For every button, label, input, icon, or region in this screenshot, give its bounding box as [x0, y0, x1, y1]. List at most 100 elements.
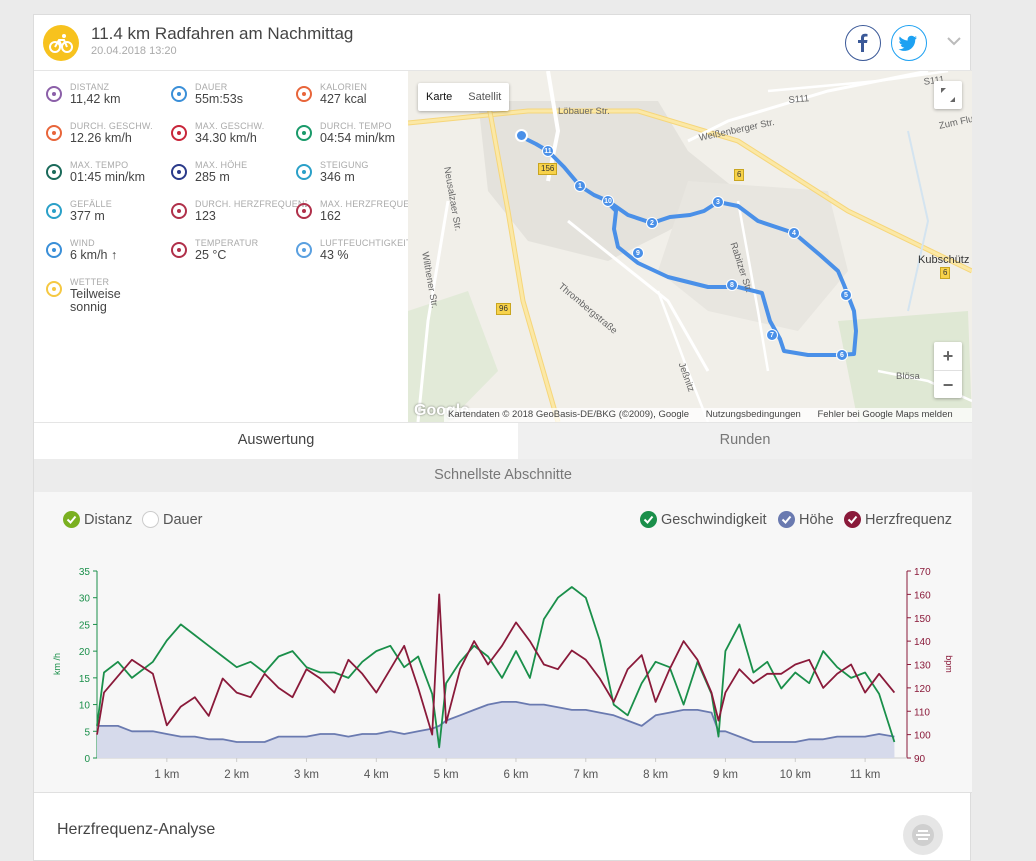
pace-icon: [45, 163, 63, 181]
activity-chart: Distanz Dauer Geschwindigkeit Höhe Herzf…: [34, 492, 972, 792]
zoom-out-button[interactable]: −: [934, 370, 962, 398]
series-line-elevation: [97, 700, 895, 743]
route-map[interactable]: Löbauer Str.Weißenberger Str.S111S111Zum…: [408, 71, 972, 422]
route-marker[interactable]: 8: [726, 279, 738, 291]
stat-dauer: DAUER 55m:53s: [159, 81, 283, 117]
fullscreen-button[interactable]: [934, 81, 962, 109]
map-type-map-button[interactable]: Karte: [426, 91, 453, 103]
mountain-icon: [170, 163, 188, 181]
stat-max-höhe: MAX. HÖHE 285 m: [159, 159, 283, 195]
stat-label: WIND: [70, 238, 95, 248]
y-tick-label-right: 160: [914, 590, 931, 601]
fullscreen-icon: [941, 88, 955, 102]
stat-distanz: DISTANZ 11,42 km: [34, 81, 158, 117]
x-tick-label: 6 km: [504, 769, 529, 781]
chevron-down-icon[interactable]: [946, 33, 962, 49]
facebook-share-button[interactable]: [845, 25, 881, 61]
elevation-area: [97, 701, 895, 758]
route-marker[interactable]: 11: [542, 145, 554, 157]
route-marker[interactable]: 9: [632, 247, 644, 259]
stat-label: DURCH. HERZFREQUENZ: [195, 199, 307, 209]
route-marker[interactable]: 5: [840, 289, 852, 301]
y-tick-label-left: 20: [79, 647, 91, 658]
stat-value: 34.30 km/h: [195, 131, 257, 145]
activity-title: 11.4 km Radfahren am Nachmittag: [91, 24, 354, 43]
stat-label: DURCH. TEMPO: [320, 121, 392, 131]
y-tick-label-left: 30: [79, 594, 91, 605]
map-copyright: Kartendaten © 2018 GeoBasis-DE/BKG (©200…: [448, 409, 690, 420]
zoom-in-button[interactable]: +: [942, 346, 954, 366]
stat-label: DISTANZ: [70, 82, 110, 92]
map-type-toggle[interactable]: Karte Satellit: [418, 83, 510, 111]
road-number-badge: 96: [496, 303, 511, 315]
route-marker[interactable]: 6: [836, 349, 848, 361]
legend-duration-label: Dauer: [163, 512, 203, 528]
fastest-sections-button[interactable]: Schnellste Abschnitte: [34, 459, 972, 492]
route-marker[interactable]: 7: [766, 329, 778, 341]
stat-label: MAX. TEMPO: [70, 160, 129, 170]
route-marker[interactable]: 1: [574, 180, 586, 192]
zoom-control: + −: [934, 342, 962, 398]
tab-evaluation[interactable]: Auswertung: [34, 423, 518, 460]
y-axis-label-left: km /h: [52, 653, 62, 675]
route-marker[interactable]: 4: [788, 227, 800, 239]
y-tick-label-left: 5: [84, 727, 90, 738]
stat-max-tempo: MAX. TEMPO 01:45 min/km: [34, 159, 158, 195]
activity-card: 11.4 km Radfahren am Nachmittag 20.04.20…: [33, 14, 972, 861]
stat-value: 04:54 min/km: [320, 131, 396, 145]
y-tick-label-right: 100: [914, 731, 931, 742]
stat-value: 55m:53s: [195, 92, 243, 106]
stat-temperatur: TEMPERATUR 25 °C: [159, 237, 283, 273]
stat-luftfeuchtigkeit: LUFTFEUCHTIGKEIT 43 %: [284, 237, 412, 273]
speedometer-icon: [170, 124, 188, 142]
section-divider: [34, 792, 972, 793]
stat-value: 12.26 km/h: [70, 131, 132, 145]
stat-steigung: STEIGUNG 346 m: [284, 159, 408, 195]
legend-heart-rate-label: Herzfrequenz: [865, 512, 953, 528]
x-tick-label: 8 km: [643, 769, 668, 781]
map-terms-link[interactable]: Nutzungsbedingungen: [705, 409, 801, 420]
stat-label: DURCH. GESCHW.: [70, 121, 153, 131]
road-number-badge: 6: [734, 169, 745, 181]
map-type-satellite-button[interactable]: Satellit: [468, 91, 502, 103]
y-tick-label-left: 10: [79, 701, 91, 712]
stat-wind: WIND 6 km/h ↑: [34, 237, 158, 273]
stat-value: 162: [320, 209, 341, 223]
x-tick-label: 3 km: [294, 769, 319, 781]
map-label: Blösa: [896, 371, 920, 382]
route-marker[interactable]: 2: [646, 217, 658, 229]
y-tick-label-right: 130: [914, 661, 931, 672]
y-axis-label-right: bpm: [944, 655, 954, 673]
map-report-link[interactable]: Fehler bei Google Maps melden: [817, 409, 953, 420]
tab-laps[interactable]: Runden: [719, 432, 771, 448]
x-tick-label: 10 km: [780, 769, 811, 781]
stat-value: 123: [195, 209, 216, 223]
stat-label: KALORIEN: [320, 82, 368, 92]
stat-value: 01:45 min/km: [70, 170, 146, 184]
x-tick-label: 11 km: [850, 769, 880, 781]
stat-label: MAX. HÖHE: [195, 160, 248, 170]
unchecked-icon: [142, 511, 159, 528]
stat-durch-herzfrequenz: DURCH. HERZFREQUENZ 123: [159, 198, 307, 234]
series-line-heart-rate: [96, 593, 896, 736]
stat-value: 6 km/h ↑: [70, 248, 118, 262]
premium-badge-icon: [903, 815, 943, 855]
thermometer-icon: [170, 241, 188, 259]
stat-value: 43 %: [320, 248, 349, 262]
check-icon: [640, 511, 657, 528]
stat-durch-tempo: DURCH. TEMPO 04:54 min/km: [284, 120, 408, 156]
route-marker[interactable]: 3: [712, 196, 724, 208]
x-tick-label: 4 km: [364, 769, 389, 781]
y-tick-label-left: 35: [79, 567, 91, 578]
stat-value: 11,42 km: [70, 92, 121, 106]
legend-speed-label: Geschwindigkeit: [661, 512, 767, 528]
activity-date: 20.04.2018 13:20: [91, 45, 177, 57]
stat-label: MAX. GESCHW.: [195, 121, 265, 131]
stat-gefälle: GEFÄLLE 377 m: [34, 198, 158, 234]
y-tick-label-right: 150: [914, 614, 931, 625]
route-marker[interactable]: 10: [602, 195, 614, 207]
twitter-share-button[interactable]: [891, 25, 927, 61]
stopwatch-icon: [170, 85, 188, 103]
stat-value: 427 kcal: [320, 92, 367, 106]
start-pin-icon[interactable]: [515, 129, 528, 142]
